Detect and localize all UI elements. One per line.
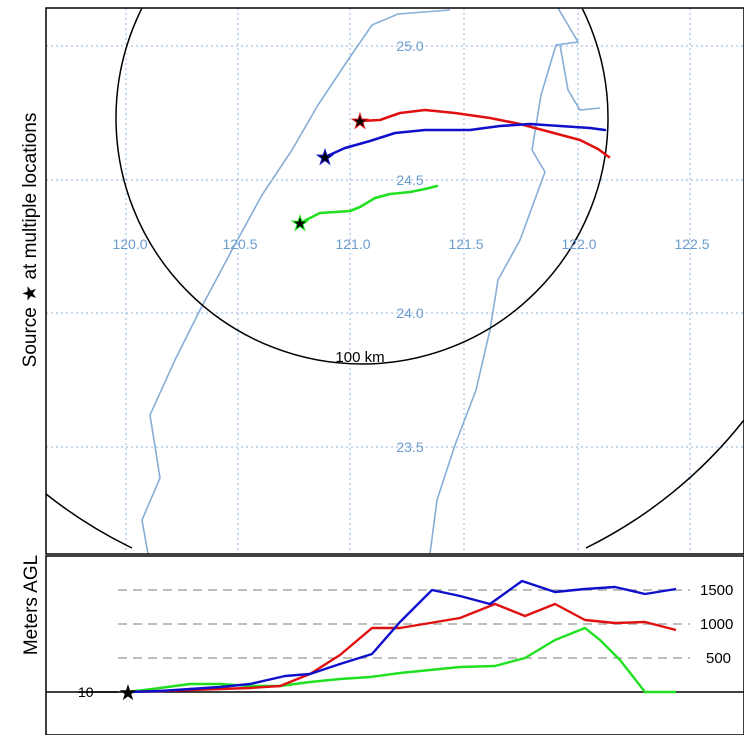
lon-tick-label: 120.0 [112, 236, 147, 252]
trajectory-blue [323, 122, 607, 159]
lat-tick-labels: 25.0 24.5 24.0 23.5 [396, 38, 423, 455]
level-label: 1000 [700, 616, 733, 633]
level-label: 1500 [700, 582, 733, 599]
range-ring-100km [115, 8, 609, 365]
lon-tick-labels: 120.0 120.5 121.0 121.5 122.0 122.5 [112, 236, 709, 252]
profile-panel: 1500 1000 500 10 ★ [46, 579, 744, 705]
map-side-label: Source ★ at multiple locations [20, 113, 41, 368]
lon-tick-label: 121.0 [335, 236, 370, 252]
star-icon: ★ [291, 213, 309, 235]
lon-tick-label: 122.5 [674, 236, 709, 252]
star-icon: ★ [118, 680, 138, 705]
range-ring-label: 100 km [335, 349, 384, 366]
map-gridlines [46, 8, 744, 554]
trajectories [298, 108, 611, 225]
height-profiles [127, 579, 677, 694]
level-label: 500 [706, 650, 731, 667]
lat-tick-label: 24.5 [396, 172, 423, 188]
trajectory-green [298, 184, 439, 225]
lat-tick-label: 24.0 [396, 305, 423, 321]
star-icon: ★ [351, 111, 369, 133]
lat-tick-label: 23.5 [396, 439, 423, 455]
profile-reference-lines [118, 589, 690, 659]
range-rings [46, 8, 744, 549]
height-profile-red [127, 602, 677, 694]
trajectory-red [358, 108, 611, 159]
range-ring-outer-left [46, 493, 133, 549]
lon-tick-label: 122.0 [561, 236, 596, 252]
map-frame [45, 7, 744, 555]
range-ring-outer-right [585, 419, 744, 549]
map-panel: 120.0 120.5 121.0 121.5 122.0 122.5 25.0… [46, 8, 744, 554]
lat-tick-label: 25.0 [396, 38, 423, 54]
profile-ylabel: Meters AGL [21, 555, 42, 655]
star-icon: ★ [316, 147, 334, 169]
profile-level-labels: 1500 1000 500 [700, 582, 733, 667]
coastlines [141, 8, 601, 554]
source-markers: ★ ★ ★ [291, 111, 370, 236]
profile-frame [45, 555, 744, 735]
lon-tick-label: 121.5 [448, 236, 483, 252]
lon-tick-label: 120.5 [222, 236, 257, 252]
height-profile-green [127, 626, 676, 694]
height-profile-blue [127, 579, 677, 694]
base-level-label: 10 [78, 684, 94, 700]
